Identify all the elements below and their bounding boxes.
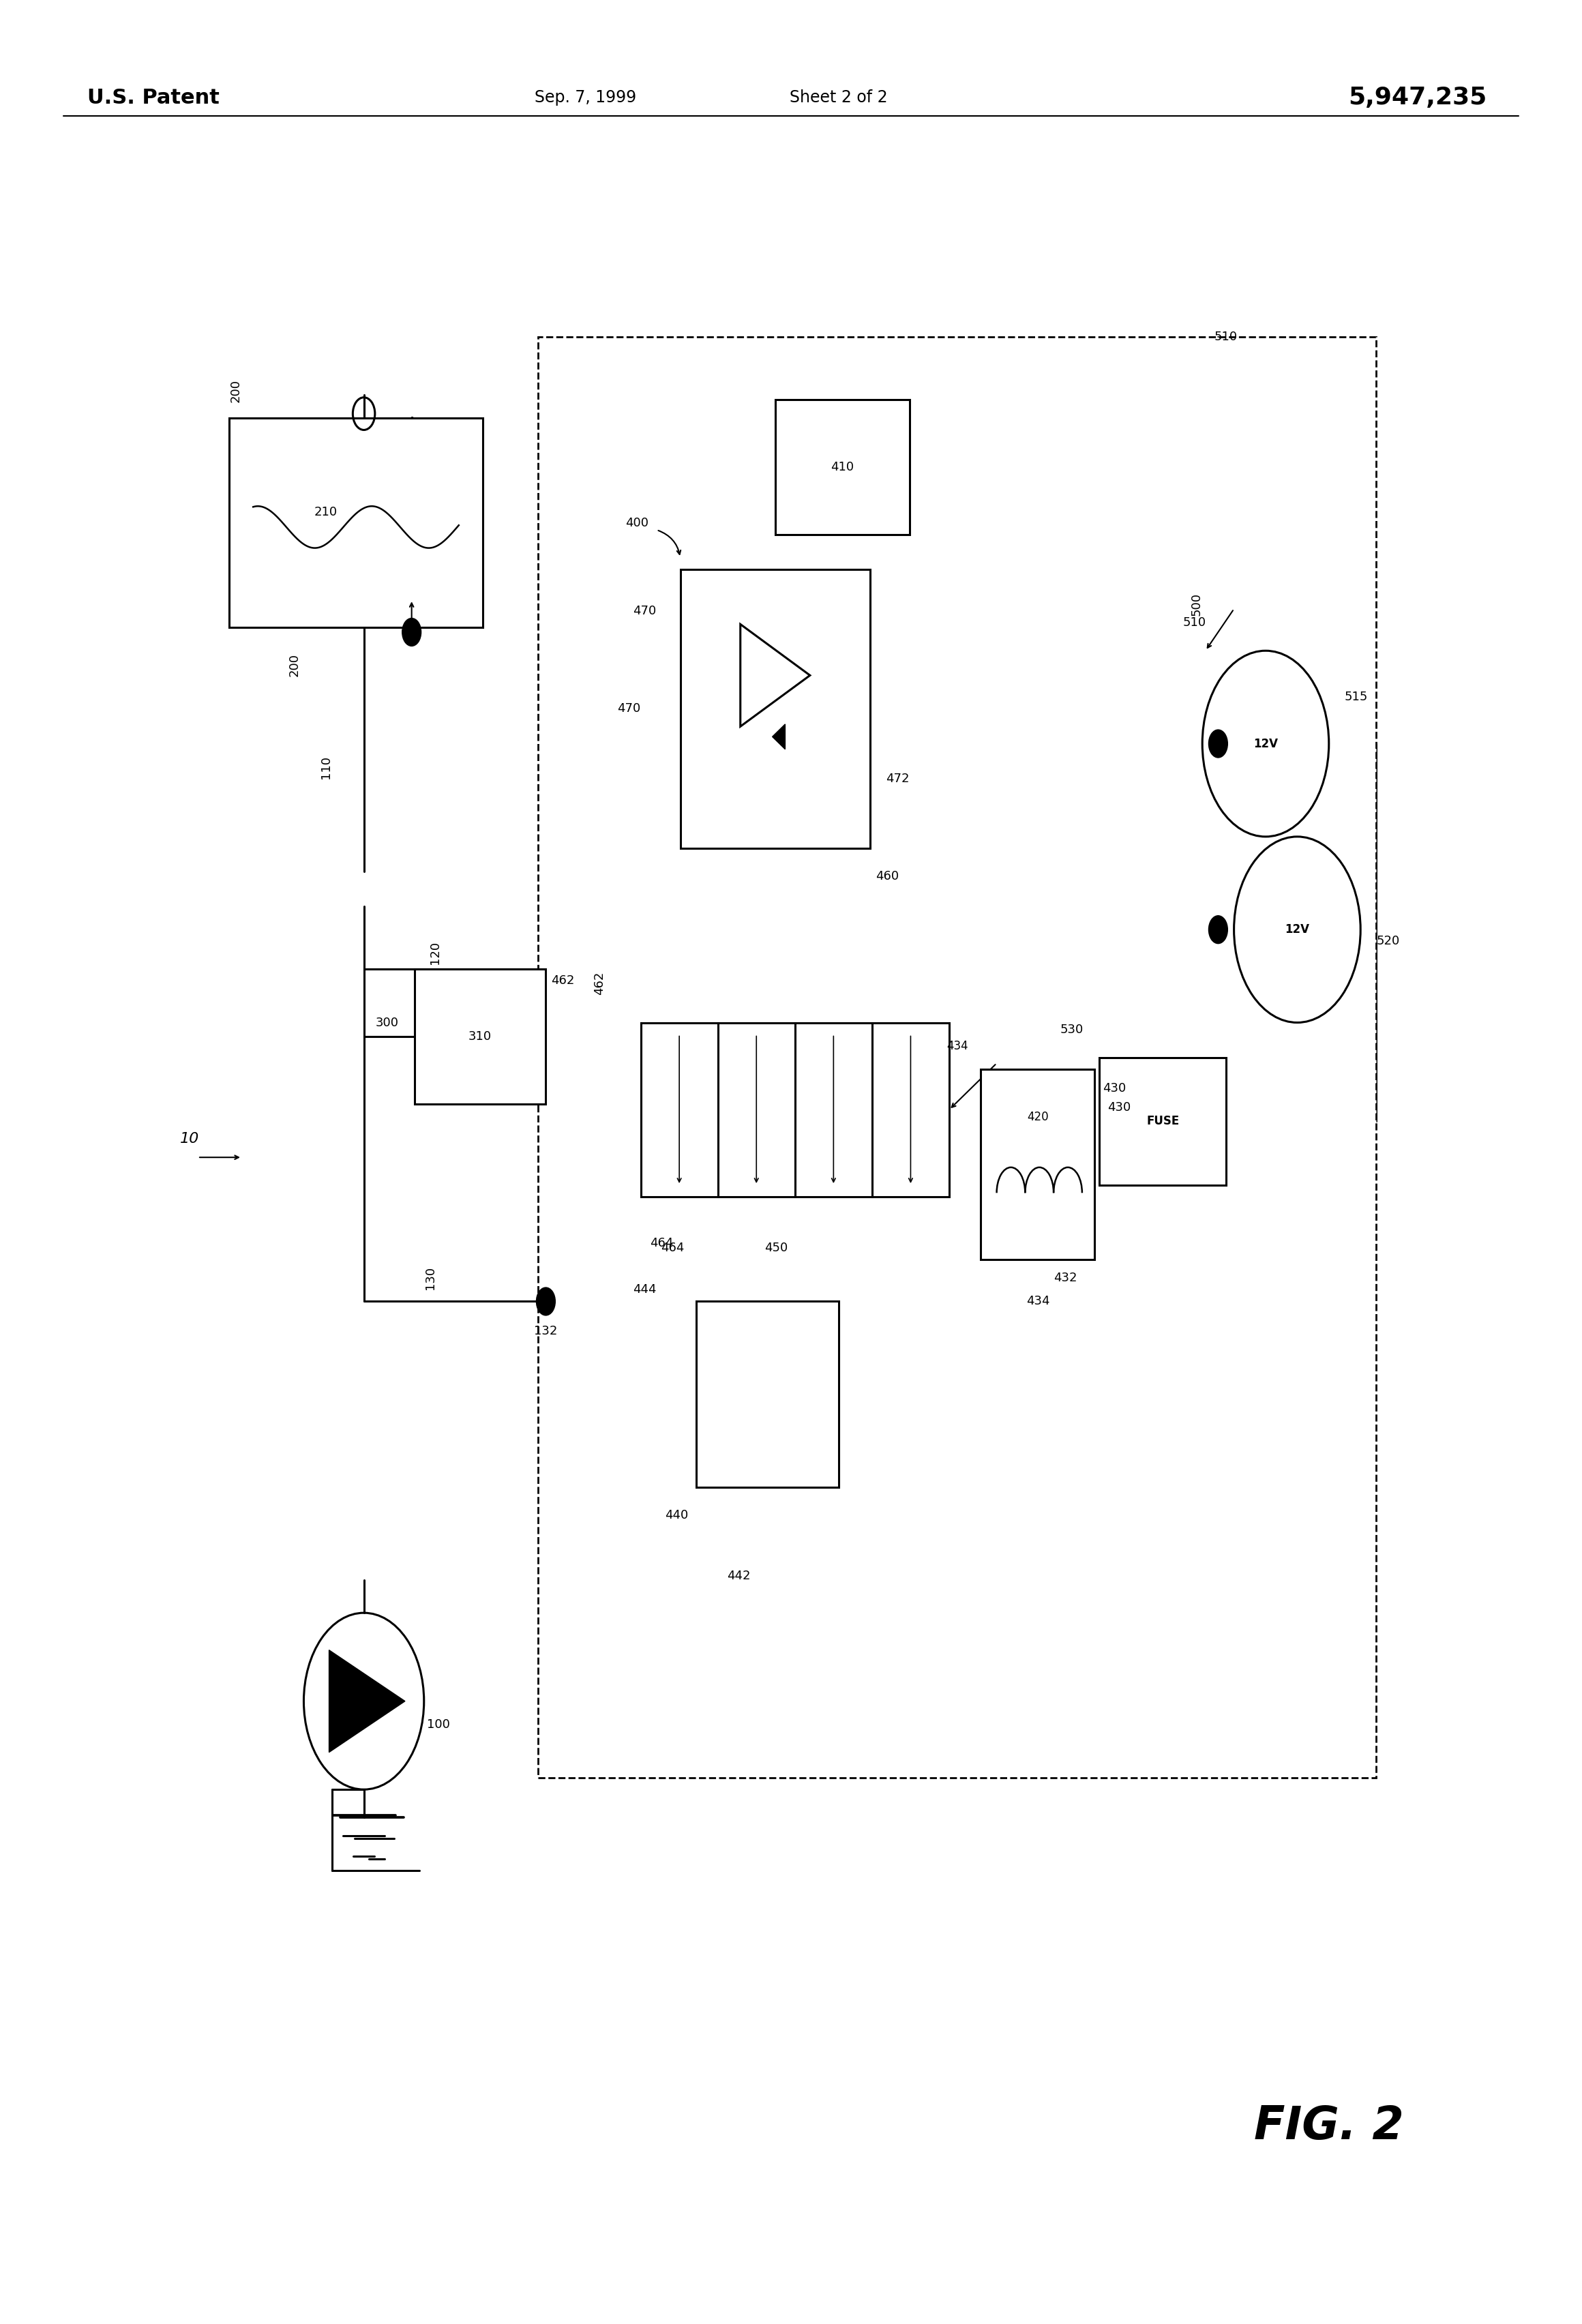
Text: 300: 300 (375, 1018, 399, 1030)
Text: 200: 200 (229, 379, 242, 402)
Circle shape (402, 618, 421, 646)
Bar (229, 418, 483, 627)
Text: 5,947,235: 5,947,235 (1348, 86, 1487, 109)
Circle shape (536, 1287, 555, 1315)
Text: 444: 444 (633, 1283, 657, 1297)
Text: 100: 100 (427, 1717, 451, 1731)
Text: 440: 440 (664, 1508, 688, 1522)
Text: 510: 510 (1183, 616, 1205, 630)
Text: 460: 460 (876, 869, 899, 883)
Circle shape (1209, 730, 1228, 758)
Bar (981, 1069, 1095, 1260)
Text: 500: 500 (1190, 593, 1202, 616)
Text: 110: 110 (320, 755, 332, 779)
Text: 470: 470 (633, 604, 657, 618)
Text: 132: 132 (535, 1325, 557, 1336)
Text: 12V: 12V (1285, 923, 1310, 937)
Text: 510: 510 (1215, 330, 1237, 344)
Text: 432: 432 (1054, 1271, 1077, 1285)
Bar (414, 969, 546, 1104)
Text: 472: 472 (886, 772, 910, 786)
Text: 200: 200 (288, 653, 301, 676)
Text: 442: 442 (728, 1569, 750, 1583)
Polygon shape (772, 725, 785, 748)
Text: 462: 462 (551, 974, 574, 988)
Text: 450: 450 (764, 1241, 788, 1255)
Text: 12V: 12V (1253, 737, 1278, 751)
Text: 434: 434 (1027, 1294, 1049, 1308)
Bar (1099, 1057, 1226, 1185)
Text: FIG. 2: FIG. 2 (1255, 2103, 1403, 2150)
Bar (718, 1023, 796, 1197)
Text: Sheet 2 of 2: Sheet 2 of 2 (789, 88, 888, 107)
Text: 464: 464 (661, 1241, 683, 1255)
Text: 10: 10 (180, 1132, 199, 1146)
Bar (680, 569, 870, 848)
Circle shape (1209, 916, 1228, 944)
Text: 410: 410 (831, 460, 854, 474)
Bar (796, 1023, 872, 1197)
Text: 400: 400 (625, 516, 649, 530)
Bar (538, 337, 1376, 1778)
Bar (696, 1301, 838, 1487)
Text: 434: 434 (946, 1039, 968, 1053)
Bar (775, 400, 910, 535)
Text: 520: 520 (1376, 934, 1400, 948)
Text: 310: 310 (468, 1030, 492, 1043)
Text: U.S. Patent: U.S. Patent (87, 88, 220, 107)
Text: 464: 464 (650, 1236, 674, 1250)
Text: Sep. 7, 1999: Sep. 7, 1999 (535, 88, 636, 107)
Text: FUSE: FUSE (1147, 1116, 1179, 1127)
Text: 420: 420 (1027, 1111, 1049, 1122)
Text: 530: 530 (1060, 1023, 1084, 1037)
Text: 210: 210 (313, 507, 337, 518)
Text: 430: 430 (1103, 1083, 1126, 1095)
Bar (641, 1023, 718, 1197)
Polygon shape (329, 1650, 405, 1752)
Text: 430: 430 (1107, 1102, 1131, 1113)
Text: 462: 462 (593, 971, 606, 995)
Text: 515: 515 (1345, 690, 1368, 704)
Bar (872, 1023, 949, 1197)
Text: 130: 130 (424, 1267, 437, 1290)
Text: 470: 470 (617, 702, 641, 716)
Text: 120: 120 (429, 941, 441, 964)
